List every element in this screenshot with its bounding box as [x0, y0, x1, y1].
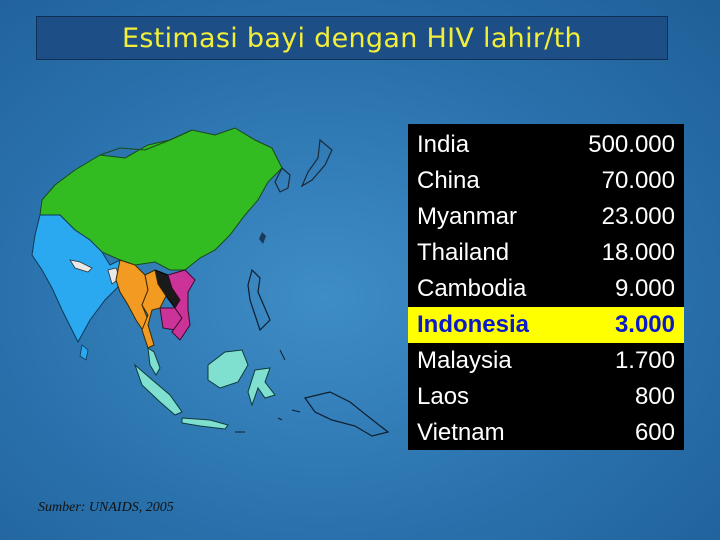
country-label: Cambodia	[417, 275, 527, 302]
map-india	[31, 214, 126, 344]
map-papua	[303, 391, 390, 437]
value-label: 23.000	[601, 203, 675, 230]
country-label: Vietnam	[417, 419, 505, 446]
value-label: 3.000	[614, 311, 675, 338]
value-label: 70.000	[601, 167, 675, 194]
map-japan	[300, 138, 333, 188]
table-row: Vietnam 600	[408, 415, 684, 451]
map-taiwan	[259, 232, 266, 244]
map-myanmar	[115, 259, 149, 334]
map-mongolia	[99, 129, 193, 156]
value-label: 800	[634, 383, 675, 410]
map-borneo	[207, 349, 249, 389]
country-label: Myanmar	[417, 203, 518, 230]
value-label: 500.000	[588, 131, 675, 158]
table-row: Cambodia 9.000	[408, 271, 684, 307]
value-label: 18.000	[601, 239, 675, 266]
table-row: Myanmar 23.000	[408, 199, 684, 235]
map-sumatra	[133, 363, 183, 416]
map-thailand	[141, 269, 167, 349]
value-label: 1.700	[614, 347, 675, 374]
map-malaysia	[147, 346, 161, 376]
map-islands	[235, 349, 301, 433]
table-row: Laos 800	[408, 379, 684, 415]
value-label: 9.000	[614, 275, 675, 302]
table-row: China 70.000	[408, 163, 684, 199]
map-java	[181, 417, 229, 430]
hiv-births-table: India 500.000 China 70.000 Myanmar 23.00…	[408, 124, 684, 450]
table-row: Thailand 18.000	[408, 235, 684, 271]
country-label: India	[417, 131, 470, 158]
country-label: Laos	[417, 383, 470, 410]
table-row: Malaysia 1.700	[408, 343, 684, 379]
title-box: Estimasi bayi dengan HIV lahir/th	[36, 16, 668, 60]
slide-title: Estimasi bayi dengan HIV lahir/th	[122, 22, 582, 54]
map-philippines	[247, 268, 271, 332]
value-label: 600	[634, 419, 675, 446]
source-citation: Sumber: UNAIDS, 2005	[38, 500, 174, 515]
table-row: India 500.000	[408, 127, 684, 163]
map-nepal	[69, 259, 93, 273]
map-sulawesi	[247, 367, 276, 407]
country-label: China	[417, 167, 480, 194]
map-vietnam	[167, 269, 196, 341]
country-label: Thailand	[417, 239, 510, 266]
country-label: Indonesia	[417, 311, 530, 338]
country-label: Malaysia	[417, 347, 512, 374]
table-row-highlighted: Indonesia 3.000	[408, 307, 684, 343]
map-sri-lanka	[79, 344, 89, 361]
asia-map	[31, 127, 390, 437]
map-korea	[274, 167, 291, 193]
